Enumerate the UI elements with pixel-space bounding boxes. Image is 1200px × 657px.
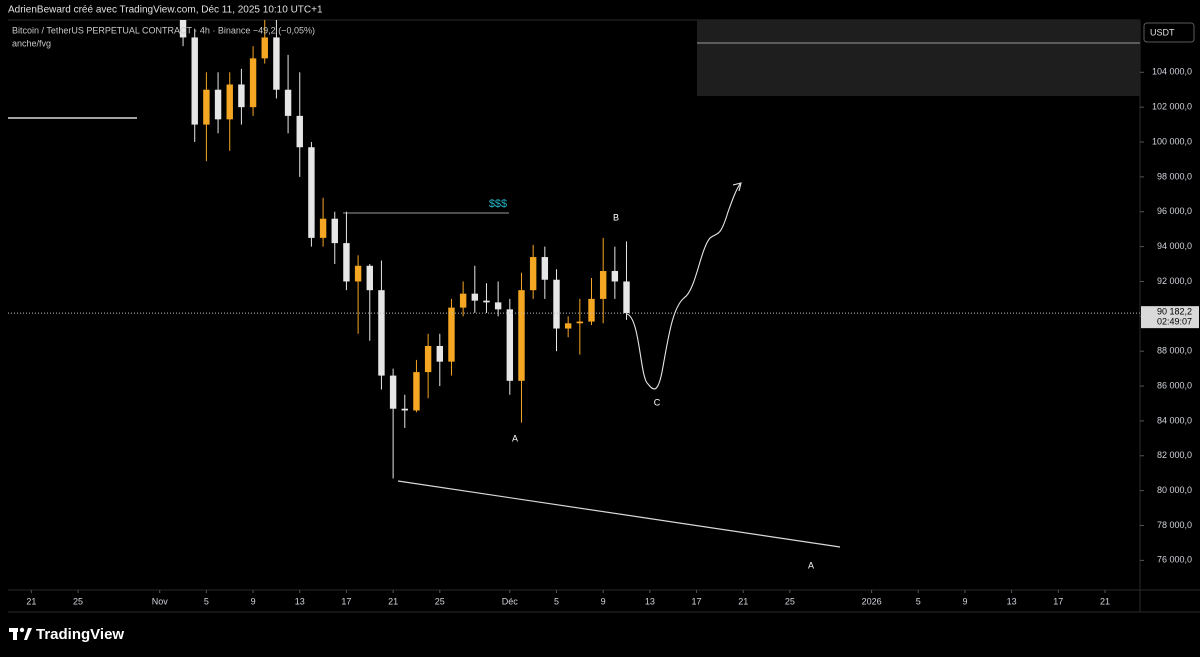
x-tick-label: 9 bbox=[251, 596, 256, 606]
annotation: B bbox=[613, 212, 619, 222]
candle-body bbox=[214, 89, 222, 120]
candle-body bbox=[494, 302, 502, 310]
x-tick-label: 21 bbox=[1100, 596, 1110, 606]
zone-box bbox=[697, 20, 1140, 96]
candle-body bbox=[296, 115, 303, 148]
candle-body bbox=[331, 218, 338, 244]
y-tick-label: 96 000,0 bbox=[1157, 206, 1192, 216]
x-tick-label: Déc bbox=[502, 596, 519, 606]
x-tick-label: 25 bbox=[785, 596, 795, 606]
x-tick-label: 21 bbox=[738, 596, 748, 606]
trend-line bbox=[397, 480, 841, 548]
candle-body bbox=[518, 290, 525, 381]
currency[interactable]: USDT bbox=[1150, 27, 1175, 37]
candle-body bbox=[588, 298, 595, 322]
plot-area bbox=[179, 20, 630, 479]
last-price-label: 90 182,2 bbox=[1157, 307, 1192, 317]
y-tick-label: 86 000,0 bbox=[1157, 380, 1192, 390]
y-tick-label: 104 000,0 bbox=[1152, 67, 1192, 77]
x-tick-label: 17 bbox=[341, 596, 351, 606]
candle-body bbox=[599, 271, 607, 299]
candle-body bbox=[413, 372, 420, 411]
y-tick-label: 84 000,0 bbox=[1157, 415, 1192, 425]
candle-body bbox=[401, 408, 408, 411]
candle-body bbox=[273, 37, 280, 90]
candle-body bbox=[611, 271, 619, 282]
y-tick-label: 80 000,0 bbox=[1157, 485, 1192, 495]
last-price-box bbox=[1141, 306, 1199, 329]
x-tick-label: 13 bbox=[295, 596, 305, 606]
candle-body bbox=[576, 321, 584, 324]
x-tick-label: 13 bbox=[645, 596, 655, 606]
x-tick-label: 17 bbox=[1053, 596, 1063, 606]
candle-body bbox=[226, 84, 233, 120]
candle-body bbox=[261, 37, 268, 59]
candle-body bbox=[203, 89, 210, 125]
candle-body bbox=[308, 147, 315, 238]
brand: TradingView bbox=[36, 626, 124, 643]
x-tick-label: 9 bbox=[962, 596, 967, 606]
x-tick-label: 25 bbox=[73, 596, 83, 606]
projection-arrow bbox=[732, 182, 742, 192]
candle-body bbox=[623, 281, 630, 314]
candle-body bbox=[436, 345, 444, 362]
candle-body bbox=[389, 375, 397, 409]
candle-body bbox=[483, 300, 490, 303]
candle-body bbox=[424, 345, 432, 373]
candle-body bbox=[284, 89, 292, 116]
annotation: $$$ bbox=[489, 198, 507, 210]
y-tick-label: 100 000,0 bbox=[1152, 136, 1192, 146]
candle-body bbox=[238, 84, 245, 108]
x-tick-label: 5 bbox=[204, 596, 209, 606]
x-tick-label: 25 bbox=[435, 596, 445, 606]
x-tick-label: Nov bbox=[152, 596, 169, 606]
candle-body bbox=[366, 265, 373, 291]
brand-logo bbox=[9, 627, 32, 640]
y-tick-label: 88 000,0 bbox=[1157, 346, 1192, 356]
candle-body bbox=[319, 218, 327, 238]
annotation: A bbox=[512, 433, 518, 443]
x-tick-label: 17 bbox=[692, 596, 702, 606]
x-tick-label: 9 bbox=[601, 596, 606, 606]
chart-subtitle: anche/fvg bbox=[12, 38, 51, 48]
x-tick-label: 2026 bbox=[862, 596, 882, 606]
y-tick-label: 82 000,0 bbox=[1157, 450, 1192, 460]
x-tick-label: 13 bbox=[1007, 596, 1017, 606]
candle-body bbox=[378, 290, 385, 376]
candle-body bbox=[506, 309, 514, 381]
y-tick-label: 98 000,0 bbox=[1157, 171, 1192, 181]
y-tick-label: 92 000,0 bbox=[1157, 276, 1192, 286]
countdown: 02:49:07 bbox=[1157, 317, 1192, 327]
x-tick-label: 21 bbox=[388, 596, 398, 606]
candle-body bbox=[249, 58, 257, 108]
candle-body bbox=[553, 279, 560, 329]
candle-body bbox=[529, 257, 537, 291]
y-tick-label: 76 000,0 bbox=[1157, 555, 1192, 565]
y-tick-label: 78 000,0 bbox=[1157, 520, 1192, 530]
candle-body bbox=[191, 37, 198, 125]
candle-body bbox=[564, 323, 572, 329]
candle-body bbox=[471, 293, 479, 301]
annotation: C bbox=[654, 397, 661, 407]
projection-path bbox=[626, 183, 741, 390]
candle-body bbox=[448, 307, 455, 362]
x-tick-label: 5 bbox=[916, 596, 921, 606]
y-tick-label: 102 000,0 bbox=[1152, 102, 1192, 112]
candle-body bbox=[354, 265, 362, 282]
candle-body bbox=[179, 20, 187, 38]
y-tick-label: 94 000,0 bbox=[1157, 241, 1192, 251]
annotation: A bbox=[808, 560, 814, 570]
currency-box[interactable] bbox=[1143, 22, 1195, 43]
header-title: AdrienBeward créé avec TradingView.com, … bbox=[8, 5, 323, 16]
candle-body bbox=[459, 293, 467, 308]
candle-body bbox=[541, 257, 549, 280]
x-tick-label: 5 bbox=[554, 596, 559, 606]
candle-body bbox=[343, 243, 350, 282]
chart-title: Bitcoin / TetherUS PERPETUAL CONTRACT · … bbox=[12, 25, 315, 35]
x-tick-label: 21 bbox=[26, 596, 36, 606]
